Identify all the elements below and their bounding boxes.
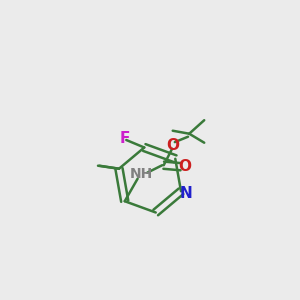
- Text: O: O: [178, 159, 191, 174]
- Text: F: F: [120, 131, 130, 146]
- Text: NH: NH: [130, 167, 153, 181]
- Text: O: O: [166, 138, 179, 153]
- Text: N: N: [180, 186, 193, 201]
